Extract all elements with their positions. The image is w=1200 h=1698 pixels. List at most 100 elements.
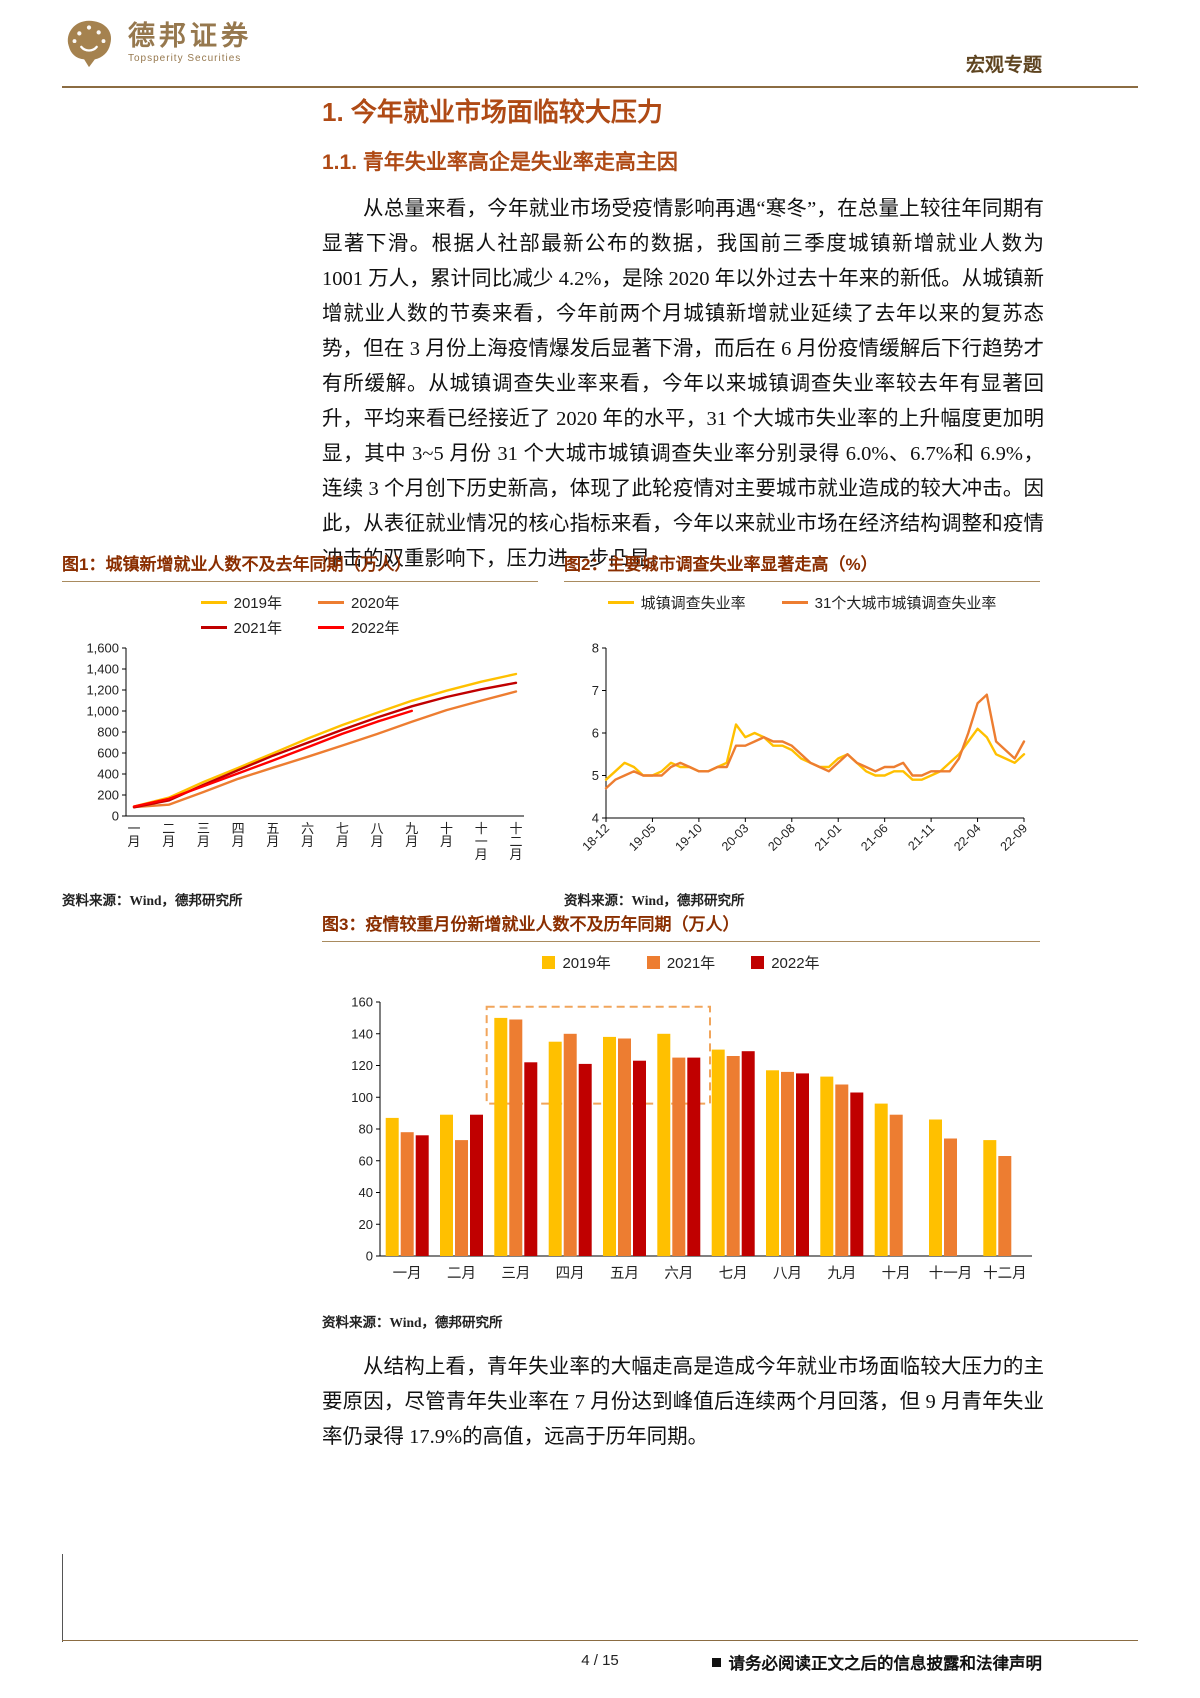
footer-square-icon [711,1657,721,1667]
header-topic: 宏观专题 [965,55,1042,76]
svg-text:60: 60 [359,1153,373,1168]
page-number: 4 / 15 [581,1652,619,1669]
legend-label: 2021年 [666,955,716,972]
figure-1-source: 资料来源：Wind，德邦研究所 [62,893,243,908]
legend-swatch-icon [781,601,808,604]
svg-text:8: 8 [592,642,599,656]
legend-row: 2021年 2022年 [62,617,538,638]
svg-text:十二月: 十二月 [983,1265,1026,1282]
svg-text:600: 600 [97,746,119,761]
figure-2-chart: 4 5 6 7 8 18-12 19-05 19-10 20-03 20-08 21-01 21-06… [580,641,1031,854]
figure-2: 图2：主要城市调查失业率显著走高（%） 城镇调查失业率 31个大城市城镇调查失业率… [564,550,1040,909]
legend-swatch-icon [607,601,634,604]
legend-label: 2022年 [771,955,820,972]
svg-text:160: 160 [351,995,373,1010]
svg-text:八月: 八月 [371,821,384,849]
legend-item-2019年: 2019年 [542,952,611,973]
svg-text:140: 140 [351,1026,373,1041]
svg-text:四月: 四月 [232,821,245,849]
svg-text:七月: 七月 [719,1265,748,1282]
svg-text:十一月: 十一月 [929,1265,973,1282]
svg-text:20-08: 20-08 [765,821,798,854]
svg-text:19-10: 19-10 [672,821,705,854]
svg-text:5: 5 [592,768,599,783]
svg-text:十二月: 十二月 [509,821,522,862]
legend-swatch-icon [200,626,227,629]
legend-swatch-icon [542,956,556,969]
svg-text:一月: 一月 [393,1266,422,1282]
svg-text:十一月: 十一月 [475,821,488,862]
brand-name-cn: 德邦证券 [128,20,252,51]
svg-text:九月: 九月 [405,821,418,849]
figure-3-legend: 2019年 2021年 2022年 [322,950,1040,980]
body-paragraph-2: 从结构上看，青年失业率的大幅走高是造成今年就业市场面临较大压力的主要原因，尽管青… [322,1356,1044,1448]
svg-text:400: 400 [97,767,119,782]
svg-text:80: 80 [359,1122,373,1137]
figure-2-title: 图2：主要城市调查失业率显著走高（%） [564,550,1040,582]
legend-label: 城镇调查失业率 [640,595,746,612]
svg-text:40: 40 [359,1185,373,1200]
section-title: 1. 今年就业市场面临较大压力 [322,97,663,127]
legend-item-2022年: 2022年 [318,617,399,638]
legend-row: 2019年 2020年 [62,592,538,613]
svg-text:22-04: 22-04 [951,821,984,854]
legend-swatch-icon [751,956,765,969]
figure-3: 图3：疫情较重月份新增就业人数不及历年同期（万人） 2019年 2021年 2022… [322,910,1040,1331]
svg-text:五月: 五月 [610,1266,639,1282]
legend-label: 2019年 [233,595,282,612]
svg-text:九月: 九月 [827,1265,856,1282]
leopard-logo-icon [60,14,118,72]
svg-text:20: 20 [359,1217,373,1232]
figure-2-legend: 城镇调查失业率 31个大城市城镇调查失业率 [564,590,1040,642]
svg-text:21-11: 21-11 [905,821,937,853]
figure-1-legend: 2019年 2020年 2021年 2022年 [62,590,538,642]
figure-3-source: 资料来源：Wind，德邦研究所 [322,1315,503,1330]
svg-text:七月: 七月 [336,821,349,849]
svg-text:6: 6 [592,726,599,741]
svg-text:八月: 八月 [773,1266,802,1282]
legend-label: 31个大城市城镇调查失业率 [814,595,997,612]
svg-text:四月: 四月 [556,1266,585,1282]
legend-label: 2019年 [562,955,611,972]
legend-item-2022年: 2022年 [751,952,820,973]
svg-text:十月: 十月 [882,1265,911,1282]
figure-1-title: 图1：城镇新增就业人数不及去年同期（万人） [62,550,538,582]
footer-disclaimer-text: 请务必阅读正文之后的信息披露和法律声明 [728,1654,1043,1673]
subsection-title: 1.1. 青年失业率高企是失业率走高主因 [322,151,678,174]
legend-item-2021年: 2021年 [200,617,282,638]
legend-item-2019年: 2019年 [200,592,282,613]
legend-item-31个大城市城镇调查失业率: 31个大城市城镇调查失业率 [781,592,997,613]
figure-3-title: 图3：疫情较重月份新增就业人数不及历年同期（万人） [322,910,1040,942]
svg-text:1,400: 1,400 [86,662,119,677]
figure-1: 图1：城镇新增就业人数不及去年同期（万人） 2019年 2020年 2021年 202… [62,550,538,909]
left-margin-rule [62,1554,63,1642]
svg-text:1,600: 1,600 [86,642,119,656]
legend-swatch-icon [646,956,660,969]
brand-logo: 德邦证券 Topsperity Securities [60,14,252,72]
svg-text:0: 0 [112,809,119,824]
svg-text:18-12: 18-12 [580,821,613,854]
footer-divider [62,1640,1138,1641]
svg-text:十月: 十月 [440,821,453,849]
svg-text:二月: 二月 [162,821,175,849]
svg-text:三月: 三月 [197,821,210,849]
svg-text:21-06: 21-06 [858,821,891,854]
svg-text:三月: 三月 [501,1266,530,1282]
legend-label: 2022年 [351,620,400,637]
svg-text:0: 0 [366,1249,373,1264]
legend-item-城镇调查失业率: 城镇调查失业率 [607,592,746,613]
svg-text:21-01: 21-01 [812,821,845,854]
legend-item-2021年: 2021年 [646,952,716,973]
svg-text:200: 200 [97,788,119,803]
svg-text:4: 4 [592,811,599,826]
legend-row: 城镇调查失业率 31个大城市城镇调查失业率 [564,592,1040,613]
legend-label: 2020年 [351,595,400,612]
body-paragraph-1: 从总量来看，今年就业市场受疫情影响再遇“寒冬”，在总量上较往年同期有显著下滑。根… [322,198,1044,570]
legend-swatch-icon [318,626,344,629]
svg-text:800: 800 [97,725,119,740]
svg-text:六月: 六月 [301,821,314,849]
legend-row: 2019年 2021年 2022年 [322,952,1040,973]
header-divider [62,86,1138,88]
svg-text:1,000: 1,000 [86,704,119,719]
brand-name-en: Topsperity Securities [128,52,242,64]
